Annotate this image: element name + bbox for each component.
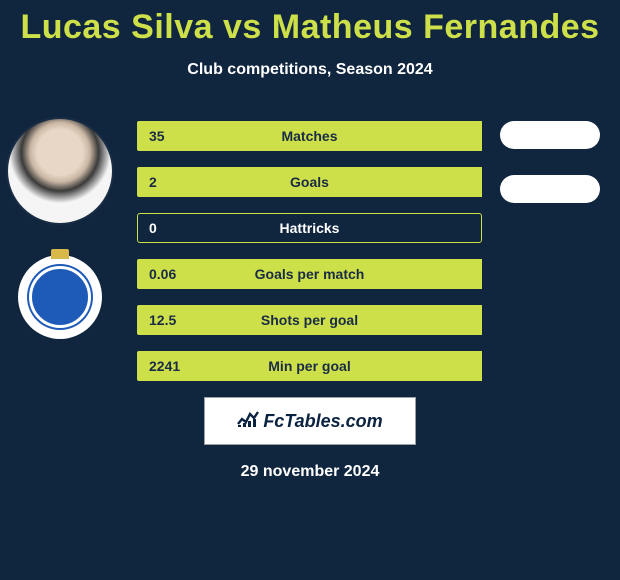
stat-label: Min per goal [137,358,482,374]
stat-label: Hattricks [137,220,482,236]
page-title: Lucas Silva vs Matheus Fernandes [0,0,620,47]
club-logo-inner [29,266,91,328]
club-logo [18,255,102,339]
stat-label: Goals per match [137,266,482,282]
subtitle: Club competitions, Season 2024 [0,61,620,79]
crown-icon [51,249,69,259]
stat-row-hattricks: 0 Hattricks [137,213,482,243]
stat-row-min-per-goal: 2241 Min per goal [137,351,482,381]
opponent-pill [500,175,600,203]
stat-rows: 35 Matches 2 Goals 0 Hattricks 0.06 Goal… [137,121,482,381]
brand-badge: FcTables.com [204,397,416,445]
player-avatar [8,119,112,223]
stat-label: Shots per goal [137,312,482,328]
stat-label: Goals [137,174,482,190]
chart-icon [237,410,259,433]
stat-label: Matches [137,128,482,144]
opponent-pill [500,121,600,149]
stat-row-goals-per-match: 0.06 Goals per match [137,259,482,289]
date-text: 29 november 2024 [0,463,620,481]
comparison-panel: 35 Matches 2 Goals 0 Hattricks 0.06 Goal… [0,121,620,381]
stat-row-matches: 35 Matches [137,121,482,151]
stat-row-shots-per-goal: 12.5 Shots per goal [137,305,482,335]
brand-text: FcTables.com [263,411,382,432]
stat-row-goals: 2 Goals [137,167,482,197]
